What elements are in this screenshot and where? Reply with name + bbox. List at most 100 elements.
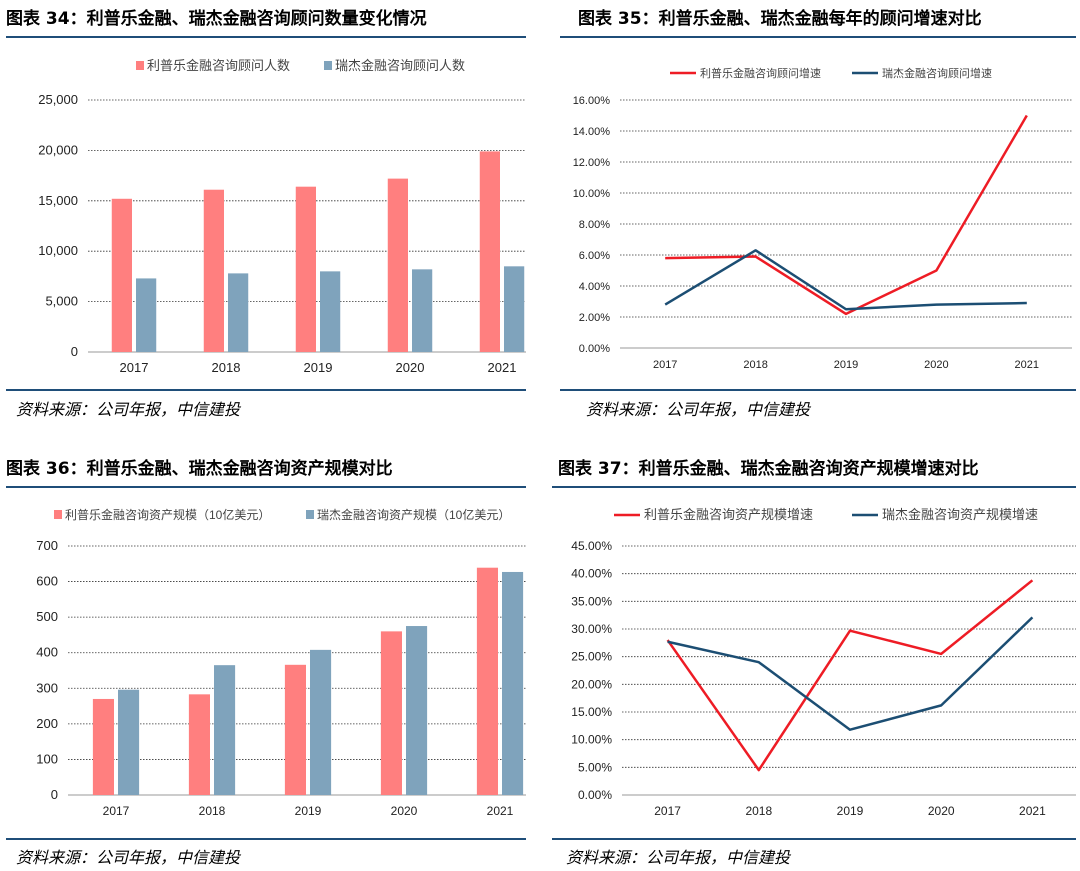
legend-label: 利普乐金融咨询资产规模（10亿美元） <box>65 507 270 522</box>
bar <box>295 186 316 352</box>
x-tick-label: 2021 <box>1015 359 1039 371</box>
y-tick-label: 0.00% <box>578 788 612 802</box>
legend-label: 瑞杰金融咨询顾问人数 <box>335 58 465 73</box>
chart-asset-growth: 0.00% 5.00% 10.00% 15.00% 20.00% 25.00% 30.00%… <box>571 507 1076 818</box>
bar <box>380 631 402 795</box>
panel-title: 图表 35：利普乐金融、瑞杰金融每年的顾问增速对比 <box>578 9 982 29</box>
x-tick-label: 2021 <box>1019 804 1046 818</box>
series-line <box>667 616 1034 731</box>
y-tick-label: 8.00% <box>579 219 610 231</box>
source-note: 资料来源：公司年报，中信建投 <box>586 400 811 419</box>
source-rule <box>6 389 526 391</box>
source-rule <box>6 838 526 840</box>
x-tick-label: 2020 <box>396 360 425 375</box>
y-tick-label: 40.00% <box>571 567 612 581</box>
y-tick-label: 45.00% <box>571 539 612 553</box>
x-tick-label: 2020 <box>928 804 955 818</box>
bar <box>310 649 332 795</box>
x-tick-label: 2018 <box>743 359 767 371</box>
y-tick-label: 25.00% <box>571 650 612 664</box>
bar <box>92 698 114 795</box>
source-rule <box>560 389 1076 391</box>
bar <box>228 273 249 352</box>
legend-swatch <box>54 510 62 519</box>
x-tick-label: 2017 <box>654 804 681 818</box>
title-rule <box>560 36 1076 38</box>
bar <box>284 664 306 795</box>
source-note: 资料来源：公司年报，中信建投 <box>566 848 791 867</box>
x-tick-label: 2018 <box>745 804 772 818</box>
series-line <box>664 249 1027 311</box>
bar <box>502 571 524 795</box>
panel-title: 图表 34：利普乐金融、瑞杰金融咨询顾问数量变化情况 <box>6 9 427 29</box>
y-tick-label: 700 <box>36 538 58 553</box>
x-tick-label: 2018 <box>212 360 241 375</box>
source-note: 资料来源：公司年报，中信建投 <box>16 848 241 867</box>
legend-swatch <box>324 61 332 70</box>
y-tick-label: 400 <box>36 645 58 660</box>
x-tick-label: 2019 <box>295 804 322 818</box>
series-line <box>665 114 1028 316</box>
x-tick-label: 2017 <box>120 360 149 375</box>
y-tick-label: 25,000 <box>38 92 78 107</box>
y-tick-label: 10.00% <box>573 188 611 200</box>
bar <box>214 665 236 795</box>
x-tick-label: 2019 <box>304 360 333 375</box>
bar <box>136 278 157 352</box>
legend-label: 利普乐金融咨询顾问人数 <box>147 58 290 73</box>
legend-label: 瑞杰金融咨询顾问增速 <box>882 66 992 80</box>
bar <box>203 189 224 352</box>
panel-title: 图表 37：利普乐金融、瑞杰金融咨询资产规模增速对比 <box>558 459 979 479</box>
legend-label: 利普乐金融咨询顾问增速 <box>700 66 821 80</box>
chart-advisor-count: 0 5,000 10,000 15,000 20,000 25,000 2017 2018 20… <box>38 58 526 375</box>
legend-label: 瑞杰金融咨询资产规模（10亿美元） <box>317 507 510 522</box>
legend-label: 利普乐金融咨询资产规模增速 <box>644 507 813 522</box>
y-tick-label: 20,000 <box>38 142 78 157</box>
source-note: 资料来源：公司年报，中信建投 <box>16 400 241 419</box>
y-tick-label: 0 <box>71 344 78 359</box>
bar <box>412 269 433 352</box>
title-rule <box>552 486 1076 488</box>
x-tick-label: 2021 <box>487 804 514 818</box>
x-tick-label: 2017 <box>103 804 130 818</box>
y-tick-label: 14.00% <box>573 126 611 138</box>
y-tick-label: 500 <box>36 609 58 624</box>
x-tick-label: 2017 <box>653 359 677 371</box>
y-tick-label: 10.00% <box>571 733 612 747</box>
bar <box>406 626 428 795</box>
series-line <box>666 579 1034 772</box>
x-tick-label: 2020 <box>391 804 418 818</box>
title-rule <box>6 36 526 38</box>
y-tick-label: 35.00% <box>571 594 612 608</box>
chart-asset-scale: 0 100 200 300 400 500 600 700 2017 2018 2019 2020 20… <box>36 507 526 818</box>
bar <box>320 271 341 352</box>
y-tick-label: 300 <box>36 680 58 695</box>
panel-34: 图表 34：利普乐金融、瑞杰金融咨询顾问数量变化情况 0 5,000 10,000 1… <box>6 4 526 429</box>
panel-37: 图表 37：利普乐金融、瑞杰金融咨询资产规模增速对比 0.00% 5.00% 10.… <box>552 456 1076 868</box>
bar <box>188 694 210 795</box>
y-tick-label: 4.00% <box>579 281 610 293</box>
panel-36: 图表 36：利普乐金融、瑞杰金融咨询资产规模对比 0 100 200 300 400 50… <box>6 456 526 868</box>
legend-swatch <box>136 61 144 70</box>
panel-title: 图表 36：利普乐金融、瑞杰金融咨询资产规模对比 <box>6 459 393 479</box>
bar <box>476 567 498 795</box>
y-tick-label: 12.00% <box>573 157 611 169</box>
y-tick-label: 6.00% <box>579 250 610 262</box>
x-tick-label: 2021 <box>488 360 517 375</box>
x-tick-label: 2019 <box>837 804 864 818</box>
y-tick-label: 16.00% <box>573 95 611 107</box>
y-tick-label: 100 <box>36 751 58 766</box>
source-rule <box>552 838 1076 840</box>
y-tick-label: 5,000 <box>45 294 78 309</box>
bar <box>479 151 500 352</box>
y-tick-label: 20.00% <box>571 677 612 691</box>
bar <box>111 198 132 352</box>
legend-swatch <box>306 510 314 519</box>
x-tick-label: 2018 <box>199 804 226 818</box>
y-tick-label: 15.00% <box>571 705 612 719</box>
y-tick-label: 15,000 <box>38 193 78 208</box>
x-tick-label: 2019 <box>834 359 858 371</box>
bar <box>387 178 408 352</box>
bar <box>118 689 140 795</box>
y-tick-label: 200 <box>36 716 58 731</box>
